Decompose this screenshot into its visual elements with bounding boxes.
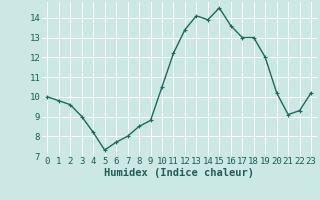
X-axis label: Humidex (Indice chaleur): Humidex (Indice chaleur) bbox=[104, 168, 254, 178]
